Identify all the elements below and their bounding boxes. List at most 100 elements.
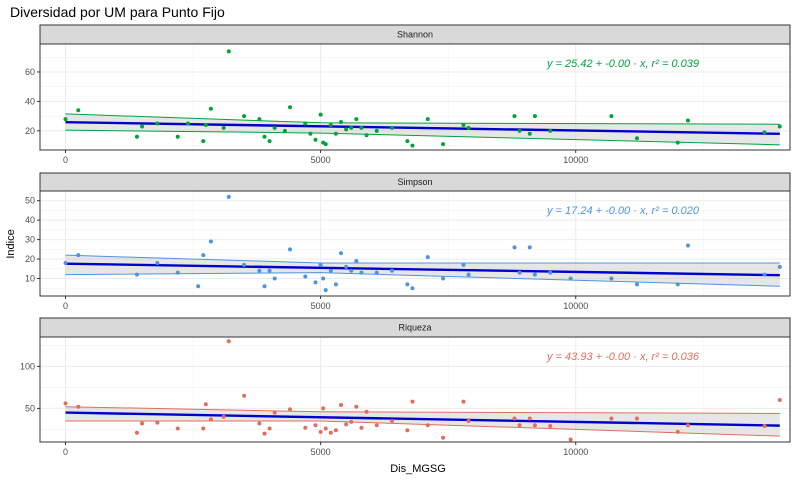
data-point [762,130,767,135]
data-point [242,393,247,398]
data-point [208,106,213,111]
data-point [512,114,517,119]
data-point [134,272,139,277]
data-point [76,253,81,258]
data-point [313,423,318,428]
data-point [134,430,139,435]
data-point [354,404,359,409]
x-axis-title: Dis_MGSG [390,463,446,475]
confidence-upper-line [65,113,780,125]
data-point [364,409,369,414]
data-point [333,131,338,136]
data-point [313,137,318,142]
y-tick-label: 40 [25,215,35,225]
data-point [568,437,573,442]
data-point [354,117,359,122]
x-tick-label: 0 [63,301,68,311]
data-point [425,255,430,260]
data-point [532,272,537,277]
y-axis-title: Indice [5,229,17,258]
data-point [201,253,206,258]
data-point [512,416,517,421]
data-point [762,424,767,429]
y-tick-label: 50 [25,196,35,206]
data-point [527,245,532,250]
data-point [517,423,522,428]
data-point [405,428,410,433]
panel-border [39,43,791,151]
data-point [410,143,415,148]
data-point [303,425,308,430]
data-point [548,270,553,275]
data-point [390,125,395,130]
data-point [208,417,213,422]
data-point [242,262,247,267]
data-point [532,114,537,119]
data-point [634,416,639,421]
data-point [196,284,201,289]
regression-equation: y = 25.42 + -0.00 · x, r² = 0.039 [546,58,699,70]
data-point [609,276,614,281]
data-point [685,243,690,248]
data-point [242,114,247,119]
data-point [333,282,338,287]
confidence-upper-line [65,406,780,414]
data-point [461,262,466,267]
data-point [777,264,782,269]
data-point [155,260,160,265]
data-point [548,424,553,429]
data-point [466,419,471,423]
data-point [201,426,206,431]
strip-label: Simpson [397,177,432,187]
data-point [328,268,333,273]
data-point [441,435,446,440]
data-point [441,276,446,281]
data-point [140,421,145,426]
data-point [155,420,160,425]
data-point [517,128,522,133]
panel-shannon: Shannon y = 25.42 + -0.00 · x, r² = 0.039… [25,24,791,165]
x-tick-label: 5000 [311,301,331,311]
data-point [466,272,471,277]
data-point [313,280,318,285]
data-point [321,406,326,411]
y-tick-label: 20 [25,254,35,264]
data-point [634,282,639,287]
y-tick-label: 20 [25,126,35,136]
data-point [405,139,410,144]
data-point [532,423,537,428]
data-point [185,121,190,126]
data-point [272,125,277,130]
data-point [155,121,160,126]
data-point [374,270,379,275]
x-tick-label: 10000 [563,155,588,165]
data-point [303,121,308,126]
data-point [262,431,267,436]
data-point [685,423,690,428]
data-point [461,122,466,127]
data-point [354,259,359,263]
data-point [675,282,680,287]
data-point [63,117,68,122]
data-point [333,428,338,433]
data-point [349,268,354,273]
data-point [339,251,344,256]
x-tick-label: 0 [63,155,68,165]
data-point [323,288,328,293]
data-point [267,268,272,273]
y-tick-label: 30 [25,235,35,245]
data-point [466,125,471,130]
data-point [257,117,262,122]
data-point [339,403,344,408]
data-point [262,284,267,289]
data-point [441,142,446,147]
data-point [568,276,573,281]
data-point [675,140,680,145]
data-point [203,122,208,127]
data-point [76,108,81,113]
data-point [328,430,333,435]
data-point [288,105,292,110]
data-point [318,429,323,434]
data-point [359,125,364,130]
data-point [308,131,313,136]
